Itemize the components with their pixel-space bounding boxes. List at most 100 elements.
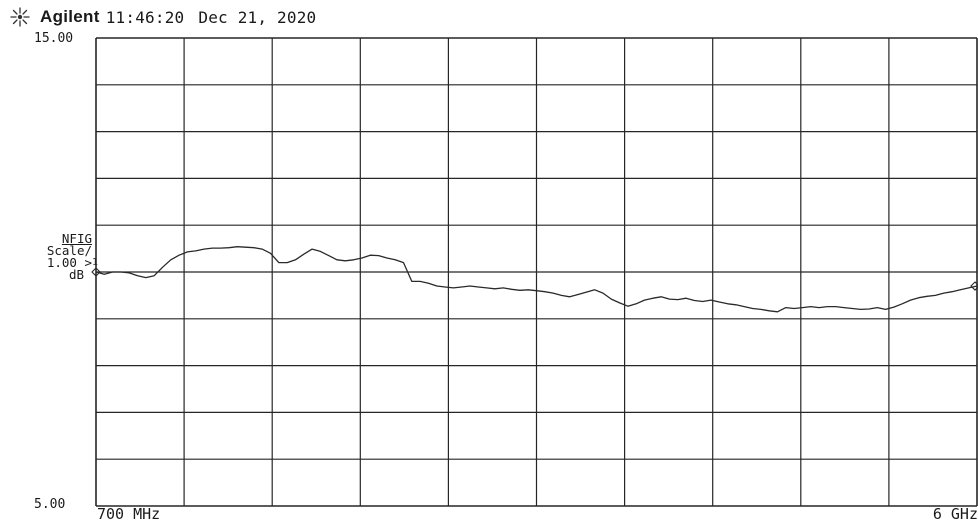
trace-point: [735, 304, 737, 306]
chart-grid: [95, 37, 978, 507]
trace-point: [694, 300, 695, 301]
trace-point: [419, 281, 421, 282]
trace-point: [652, 297, 654, 299]
timestamp-date: Dec 21, 2020: [198, 7, 317, 27]
trace-point: [461, 286, 463, 288]
trace-point: [976, 285, 978, 287]
trace-point: [760, 309, 762, 310]
trace-point: [145, 277, 147, 278]
trace-point: [153, 275, 155, 277]
trace-point: [112, 271, 113, 273]
trace-point: [777, 311, 778, 313]
trace-point: [610, 298, 612, 300]
trace-point: [910, 299, 911, 301]
trace-point: [677, 299, 679, 300]
trace-point: [835, 306, 837, 307]
trace-point: [860, 309, 861, 310]
scale-value-row: 1.00 >: [30, 255, 92, 270]
x-axis-start-label: 700 MHz: [97, 505, 161, 523]
trace-point: [220, 247, 222, 249]
trace-point: [361, 257, 363, 259]
sunburst-logo-icon: [10, 7, 30, 27]
trace-point: [336, 259, 338, 261]
trace-point: [469, 285, 471, 287]
trace-point: [818, 307, 820, 308]
trace-point: [851, 308, 853, 309]
instrument-header: Agilent 11:46:20 Dec 21, 2020: [8, 4, 316, 30]
trace-point: [137, 275, 139, 277]
trace-point: [768, 310, 770, 312]
trace-point: [901, 303, 903, 305]
timestamp-time: 11:46:20: [105, 7, 185, 27]
trace-point: [270, 252, 271, 254]
scale-unit: dB: [68, 267, 84, 282]
trace-point: [627, 305, 629, 307]
trace-point: [261, 248, 263, 250]
trace-point: [868, 308, 870, 310]
trace-point: [685, 297, 687, 299]
trace-point: [353, 259, 355, 261]
trace-point: [120, 271, 122, 273]
trace-point: [236, 246, 238, 248]
trace-point: [394, 259, 396, 261]
trace-point: [718, 301, 720, 303]
trace-point: [162, 266, 163, 268]
trace-point: [95, 271, 97, 273]
trace-point: [669, 298, 670, 300]
trace-point: [320, 251, 321, 252]
trace-point: [810, 306, 812, 307]
trace-point: [793, 308, 795, 309]
trace-point: [128, 272, 130, 274]
trace-point: [378, 255, 379, 256]
trace-point: [702, 301, 704, 302]
trace-point: [519, 289, 521, 291]
x-axis-end-label: 6 GHz: [932, 505, 978, 523]
trace-point: [178, 254, 180, 256]
trace-point: [411, 281, 413, 282]
trace-point: [103, 273, 105, 275]
trace-point: [428, 282, 429, 284]
reference-level-marker: >: [84, 255, 92, 270]
trace-point: [594, 289, 596, 291]
trace-point: [885, 309, 886, 310]
trace-point: [935, 295, 936, 296]
trace-point: [386, 257, 388, 259]
trace-point: [228, 247, 230, 249]
trace-point: [843, 307, 845, 308]
trace-point: [403, 262, 404, 263]
trace-point: [586, 291, 587, 293]
trace-point: [494, 288, 496, 290]
trace-point: [951, 291, 953, 293]
trace-point: [212, 247, 213, 249]
trace-point: [477, 286, 479, 288]
trace-point: [436, 285, 438, 287]
trace-point: [203, 248, 205, 250]
trace-point: [918, 297, 920, 299]
trace-point: [253, 247, 255, 249]
trace-point: [876, 307, 878, 308]
trace-name-label: NFIG: [61, 231, 92, 246]
trace-point: [295, 259, 296, 261]
trace-point: [195, 250, 197, 252]
trace-point: [170, 259, 172, 261]
y-axis-top-label: 15.00: [34, 31, 74, 46]
trace-start-marker: [91, 267, 101, 277]
trace-point: [619, 302, 620, 304]
trace-point: [561, 295, 562, 296]
trace-point: [960, 289, 961, 291]
trace-point: [453, 287, 454, 289]
trace-point: [502, 287, 504, 289]
trace-point: [635, 303, 637, 305]
trace-point: [444, 286, 446, 288]
trace-point: [311, 248, 313, 250]
trace-point: [187, 251, 188, 253]
trace-point: [943, 292, 945, 294]
marker-number-label: 1: [92, 257, 98, 268]
trace-point: [752, 308, 753, 309]
trace-point: [544, 291, 546, 293]
trace-point: [369, 254, 371, 256]
trace-point: [527, 289, 529, 291]
trace-point: [743, 306, 745, 307]
scale-label: Scale/: [46, 243, 92, 258]
